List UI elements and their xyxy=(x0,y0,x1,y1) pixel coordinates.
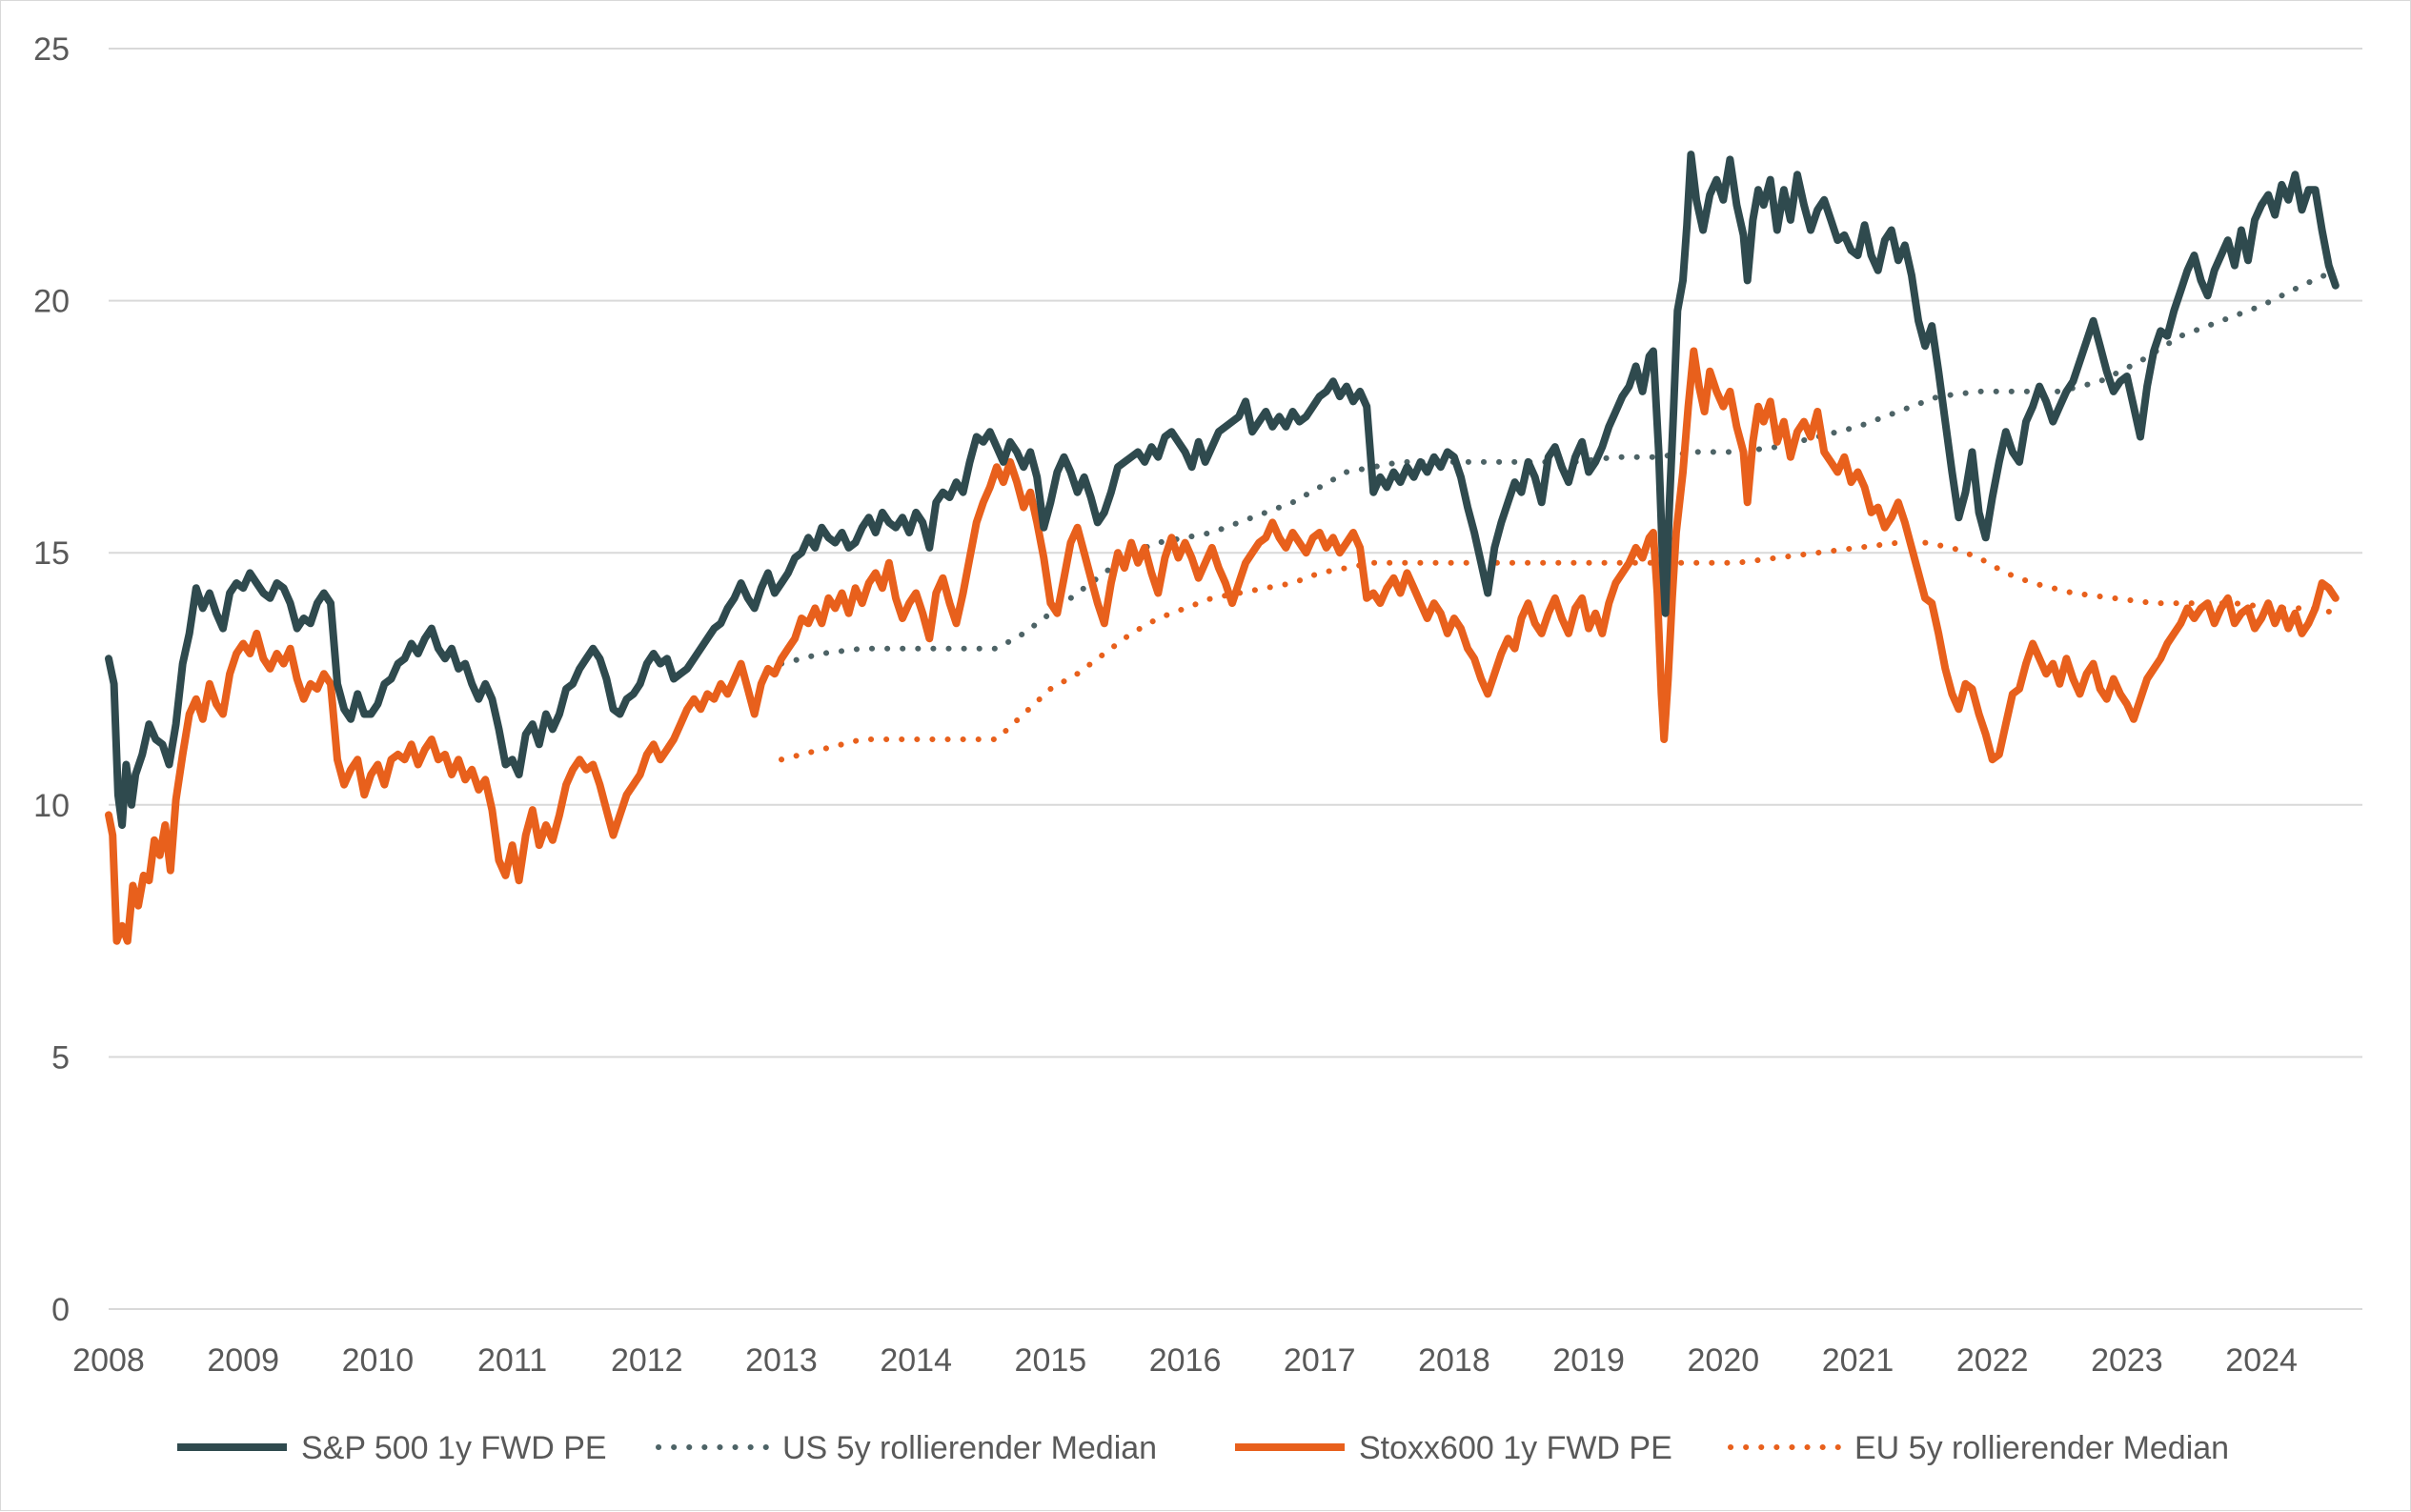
x-tick-label: 2012 xyxy=(611,1342,683,1379)
series-line-4 xyxy=(779,539,2339,763)
y-tick-label: 10 xyxy=(33,788,70,824)
x-tick-label: 2009 xyxy=(207,1342,279,1379)
x-tick-label: 2008 xyxy=(72,1342,145,1379)
x-tick-label: 2011 xyxy=(477,1342,547,1379)
x-tick-label: 2022 xyxy=(1956,1342,2029,1379)
x-tick-label: 2010 xyxy=(342,1342,415,1379)
series-line-1 xyxy=(105,151,2340,829)
legend-label-1: S&P 500 1y FWD PE xyxy=(301,1430,607,1466)
x-tick-label: 2016 xyxy=(1149,1342,1222,1379)
x-tick-label: 2024 xyxy=(2225,1342,2298,1379)
x-tick-label: 2014 xyxy=(880,1342,952,1379)
gridlines xyxy=(109,48,2362,1310)
y-tick-label: 15 xyxy=(33,535,70,572)
y-tick-label: 20 xyxy=(33,284,70,320)
x-tick-label: 2023 xyxy=(2091,1342,2163,1379)
x-tick-label: 2020 xyxy=(1688,1342,1760,1379)
legend: S&P 500 1y FWD PE US 5y rollierender Medi… xyxy=(177,1430,2229,1466)
legend-label-3: Stoxx600 1y FWD PE xyxy=(1359,1430,1672,1466)
series-line-3 xyxy=(105,347,2340,945)
x-tick-label: 2019 xyxy=(1552,1342,1625,1379)
y-tick-label: 5 xyxy=(51,1039,70,1076)
x-tick-label: 2021 xyxy=(1822,1342,1894,1379)
legend-label-4: EU 5y rollierender Median xyxy=(1854,1430,2229,1466)
y-tick-label: 0 xyxy=(51,1292,70,1328)
legend-label-2: US 5y rollierender Median xyxy=(782,1430,1157,1466)
x-axis-ticks: 2008 2009 2010 2011 2012 2013 2014 2015 2016 2017… xyxy=(72,1342,2298,1379)
x-tick-label: 2017 xyxy=(1284,1342,1356,1379)
y-tick-label: 25 xyxy=(33,31,70,68)
x-tick-label: 2013 xyxy=(745,1342,818,1379)
x-tick-label: 2018 xyxy=(1418,1342,1490,1379)
series-lines xyxy=(105,151,2340,945)
y-axis-ticks: 0 5 10 15 20 25 xyxy=(33,31,70,1328)
x-tick-label: 2015 xyxy=(1015,1342,1087,1379)
